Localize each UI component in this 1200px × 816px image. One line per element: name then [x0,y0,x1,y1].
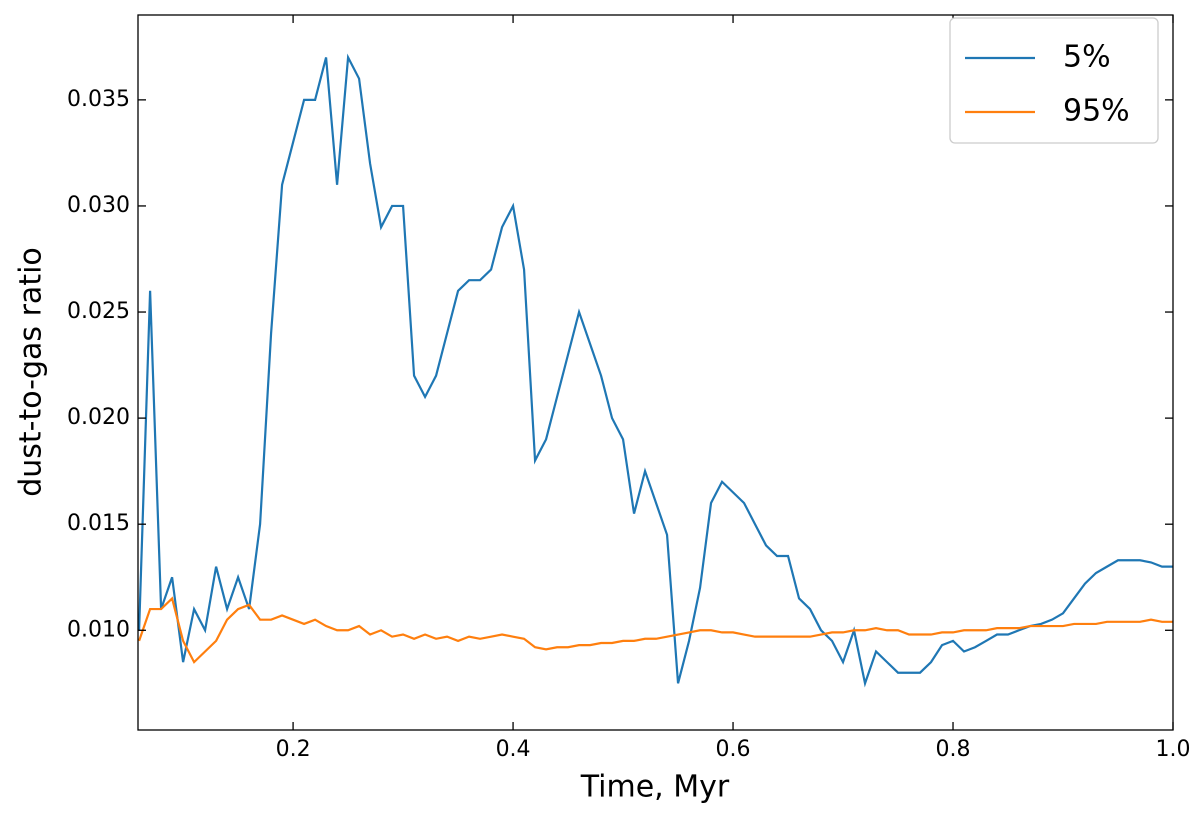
legend-label: 5% [1063,40,1111,75]
x-tick-label: 0.2 [276,737,311,762]
x-tick-label: 0.6 [716,737,751,762]
y-axis-label: dust-to-gas ratio [14,247,49,497]
series-line [138,53,1173,688]
x-tick-label: 1.0 [1156,737,1191,762]
y-tick-label: 0.010 [67,617,130,642]
x-tick-label: 0.4 [496,737,531,762]
legend-label: 95% [1063,94,1130,129]
x-tick-label: 0.8 [936,737,971,762]
y-tick-label: 0.020 [67,405,130,430]
plot-frame [137,14,1174,731]
y-tick-label: 0.030 [67,193,130,218]
y-tick-label: 0.035 [67,87,130,112]
y-tick-label: 0.025 [67,299,130,324]
series-line [138,596,1173,664]
y-tick-label: 0.015 [67,511,130,536]
x-axis-label: Time, Myr [580,770,730,805]
